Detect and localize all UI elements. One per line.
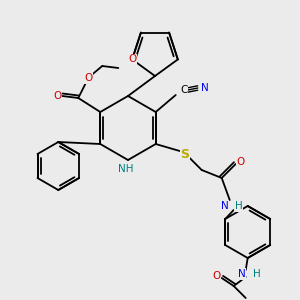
Text: S: S [180,148,189,160]
Text: N: N [201,83,208,93]
Text: O: O [128,54,136,64]
Text: H: H [253,269,260,279]
Text: H: H [235,201,242,211]
Text: NH: NH [118,164,134,174]
Text: O: O [53,91,61,101]
Text: O: O [237,157,245,167]
Text: O: O [213,271,221,281]
Text: N: N [238,269,246,279]
Text: N: N [221,201,229,211]
Text: C: C [180,85,188,95]
Text: O: O [84,73,92,83]
